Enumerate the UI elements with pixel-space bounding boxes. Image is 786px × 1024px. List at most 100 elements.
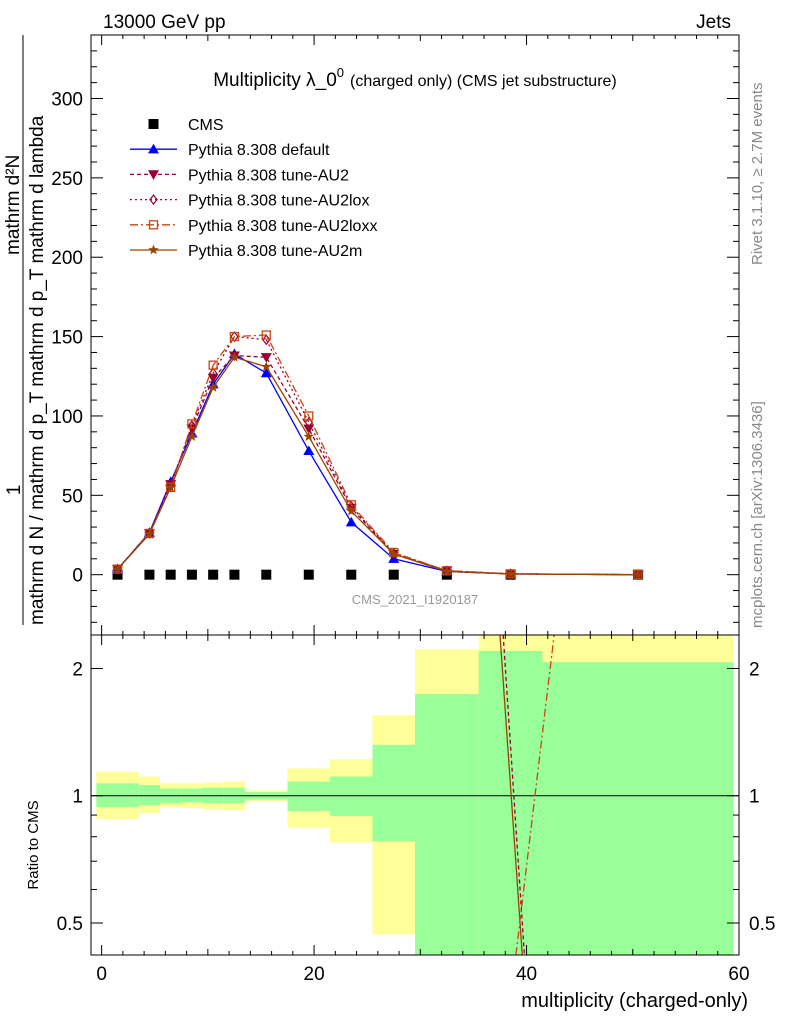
ratio-series-line <box>502 635 526 955</box>
legend-entry: Pythia 8.308 default <box>130 142 330 159</box>
main-y-tick-label: 100 <box>51 407 83 428</box>
legend-label: Pythia 8.308 tune-AU2m <box>188 243 362 260</box>
data-point <box>261 361 272 372</box>
ratio-series-line <box>515 635 555 955</box>
data-point <box>345 516 357 527</box>
y-axis-label: 1 mathrm d N / mathrm d p_T mathrm d p_T… <box>3 35 48 625</box>
data-point <box>229 351 240 362</box>
x-axis-label: multiplicity (charged-only) <box>521 990 748 1012</box>
y-label-top: mathrm d²N <box>3 155 24 255</box>
main-y-tick-label: 50 <box>62 486 83 507</box>
main-y-tick-label: 300 <box>51 89 83 110</box>
main-y-tick-label: 250 <box>51 169 83 190</box>
data-point <box>186 431 198 441</box>
data-point <box>303 569 314 580</box>
main-axes: 0 50 100 150 200 250 300 <box>51 35 740 635</box>
ratio-series-line <box>499 635 523 955</box>
x-tick-label: 20 <box>304 964 325 985</box>
data-point <box>261 330 271 340</box>
series-line <box>117 335 639 576</box>
y-label-numerator: 1 <box>4 485 25 496</box>
band-inner <box>138 785 161 806</box>
main-panel: 0 50 100 150 200 250 300 Multiplicity λ_00(cha… <box>3 34 740 636</box>
data-point <box>303 445 315 455</box>
series-1 <box>112 348 644 579</box>
series-line <box>117 353 639 576</box>
legend-label: Pythia 8.308 tune-AU2loxx <box>188 218 377 235</box>
legend-label: CMS <box>188 117 224 134</box>
legend-marker <box>148 170 159 180</box>
legend-marker <box>148 220 159 230</box>
band-inner <box>287 781 331 812</box>
data-point <box>112 563 123 574</box>
ratio-axes: 0 20 40 60 0.5 0.5 1 1 2 2 <box>57 635 775 985</box>
ratio-y-tick-label-right: 1 <box>749 787 760 808</box>
legend-label: Pythia 8.308 tune-AU2 <box>188 167 349 184</box>
data-point <box>186 569 197 580</box>
legend-entry: Pythia 8.308 tune-AU2loxx <box>130 218 377 235</box>
data-point <box>165 569 176 580</box>
data-point <box>144 528 155 539</box>
main-y-tick-label: 200 <box>51 248 83 269</box>
data-point <box>208 569 219 580</box>
band-inner <box>542 662 734 955</box>
data-point <box>144 569 155 580</box>
ratio-lines <box>499 635 555 955</box>
data-point <box>261 569 272 580</box>
band-inner <box>96 783 139 808</box>
data-point <box>229 569 240 580</box>
series-4 <box>112 330 643 580</box>
series-3 <box>113 331 643 581</box>
band-inner <box>415 694 479 955</box>
legend-marker <box>148 244 159 255</box>
band-inner <box>478 650 543 955</box>
data-point <box>187 419 197 429</box>
main-marks <box>112 330 644 581</box>
data-point <box>207 381 219 392</box>
header-left-label: 13000 GeV pp <box>103 12 226 33</box>
series-5 <box>112 351 644 580</box>
ratio-y-tick-label-right: 0.5 <box>749 914 775 935</box>
data-point <box>229 331 240 342</box>
data-point <box>112 569 123 580</box>
main-y-tick-label: 150 <box>51 328 83 349</box>
rivet-version-label: Rivet 3.1.10, ≥ 2.7M events <box>749 83 766 266</box>
legend-entry: Pythia 8.308 tune-AU2 <box>130 167 349 184</box>
legend-entry: Pythia 8.308 tune-AU2lox <box>130 193 369 210</box>
data-point <box>303 431 314 441</box>
data-point <box>505 568 516 579</box>
chart-title: Multiplicity λ_00 (charged only) (CMS jet… <box>213 65 617 91</box>
series-line <box>117 356 639 576</box>
data-point <box>441 566 453 576</box>
data-point <box>304 411 314 421</box>
data-point <box>303 424 315 435</box>
band-inner <box>372 744 415 842</box>
data-point <box>346 505 357 516</box>
legend-marker <box>149 194 158 206</box>
data-point <box>187 419 197 431</box>
band-inner <box>330 776 373 817</box>
ratio-panel: 0 20 40 60 0.5 0.5 1 1 2 2 Ratio to CMS multiplic… <box>25 634 775 1012</box>
main-y-tick-label: 0 <box>72 566 83 587</box>
data-point <box>388 569 399 580</box>
data-point <box>166 480 175 492</box>
legend-entry: CMS <box>148 117 224 134</box>
watermark: CMS_2021_I1920187 <box>352 592 479 607</box>
data-point <box>208 360 218 370</box>
legend-label: Pythia 8.308 tune-AU2lox <box>188 193 369 210</box>
ratio-y-label: Ratio to CMS <box>25 800 42 889</box>
header-right-label: Jets <box>696 12 731 33</box>
data-point <box>346 569 357 580</box>
ratio-y-tick-label: 0.5 <box>57 914 83 935</box>
ratio-frame <box>90 634 740 956</box>
x-tick-label: 0 <box>96 964 107 985</box>
chart-title-main: Multiplicity λ_0 <box>213 70 337 91</box>
data-point <box>388 548 399 559</box>
chart-title-sup: 0 <box>337 65 344 80</box>
legend: CMS Pythia 8.308 default Pythia 8.308 tune… <box>130 117 377 260</box>
x-tick-label: 40 <box>516 964 537 985</box>
ratio-y-tick-label-right: 2 <box>749 659 760 680</box>
y-label-denominator: mathrm d N / mathrm d p_T mathrm d p_T m… <box>27 115 48 625</box>
data-point <box>208 367 218 379</box>
